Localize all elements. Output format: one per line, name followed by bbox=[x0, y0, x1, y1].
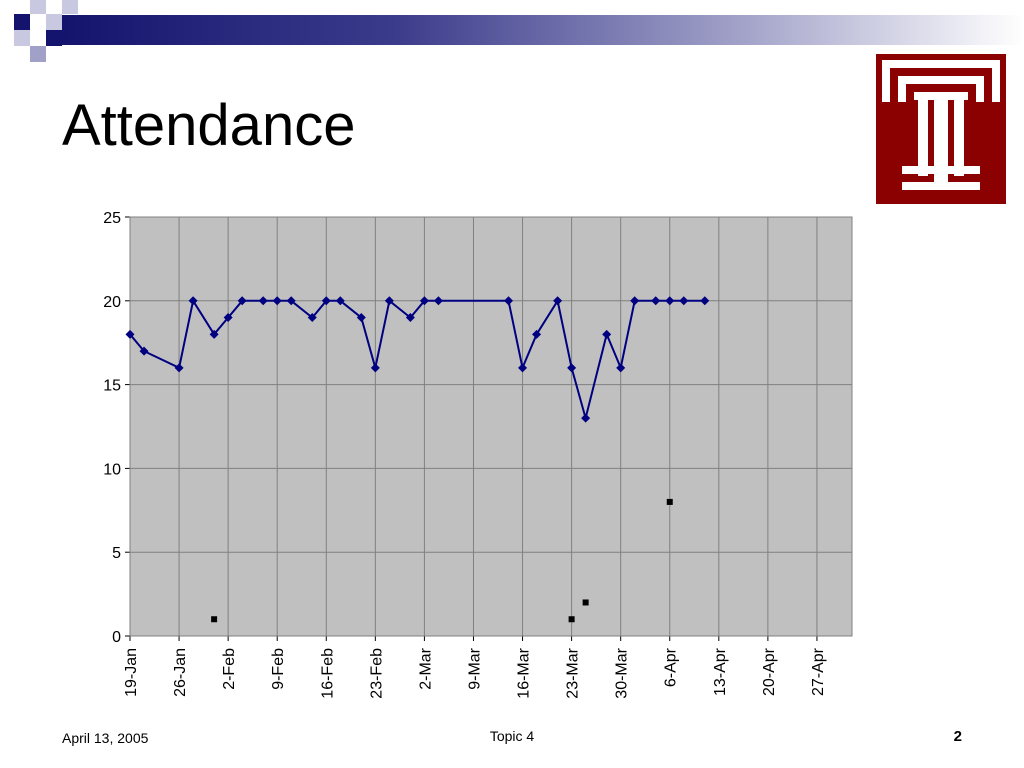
page-number: 2 bbox=[953, 728, 962, 745]
data-point-diamond bbox=[307, 313, 317, 323]
y-tick-label: 15 bbox=[103, 378, 121, 395]
data-point-diamond bbox=[125, 329, 135, 339]
data-point-diamond bbox=[700, 296, 710, 306]
data-point-diamond bbox=[321, 296, 331, 306]
data-point-square bbox=[568, 616, 575, 623]
y-tick-label: 20 bbox=[103, 294, 121, 311]
data-point-diamond bbox=[679, 296, 689, 306]
data-point-diamond bbox=[567, 363, 577, 373]
x-tick-label: 2-Feb bbox=[221, 648, 238, 690]
data-point-diamond bbox=[237, 296, 247, 306]
data-point-diamond bbox=[209, 329, 219, 339]
data-point-diamond bbox=[286, 296, 296, 306]
data-point-diamond bbox=[405, 313, 415, 323]
y-tick-label: 0 bbox=[112, 629, 121, 646]
data-point-square bbox=[582, 599, 589, 606]
data-point-diamond bbox=[651, 296, 661, 306]
data-point-diamond bbox=[223, 313, 233, 323]
data-point-diamond bbox=[433, 296, 443, 306]
data-point-diamond bbox=[272, 296, 282, 306]
x-tick-label: 16-Mar bbox=[516, 647, 533, 698]
x-tick-label: 27-Apr bbox=[810, 647, 827, 696]
temple-t-logo-icon bbox=[876, 54, 1006, 204]
data-point-diamond bbox=[139, 346, 149, 356]
data-point-diamond bbox=[581, 413, 591, 423]
x-tick-label: 16-Feb bbox=[319, 648, 336, 699]
data-point-diamond bbox=[188, 296, 198, 306]
x-tick-label: 23-Feb bbox=[368, 648, 385, 699]
x-tick-label: 9-Mar bbox=[466, 647, 483, 689]
series-line bbox=[129, 298, 705, 423]
data-point-diamond bbox=[532, 329, 542, 339]
data-point-diamond bbox=[174, 363, 184, 373]
footer-date: April 13, 2005 bbox=[62, 730, 149, 746]
plot-area bbox=[130, 217, 852, 636]
data-point-square bbox=[666, 498, 673, 505]
data-point-diamond bbox=[518, 363, 528, 373]
x-tick-label: 19-Jan bbox=[123, 648, 140, 697]
y-tick-label: 10 bbox=[103, 461, 121, 478]
data-point-square bbox=[211, 616, 218, 623]
y-tick-label: 25 bbox=[103, 210, 121, 227]
data-point-diamond bbox=[665, 296, 675, 306]
data-point-diamond bbox=[504, 296, 514, 306]
data-point-diamond bbox=[335, 296, 345, 306]
x-tick-label: 13-Apr bbox=[712, 647, 729, 696]
data-point-diamond bbox=[553, 296, 563, 306]
x-tick-label: 30-Mar bbox=[614, 647, 631, 698]
data-point-diamond bbox=[419, 296, 429, 306]
footer-topic: Topic 4 bbox=[489, 728, 535, 744]
data-point-diamond bbox=[370, 363, 380, 373]
x-tick-label: 26-Jan bbox=[172, 648, 189, 697]
x-tick-label: 9-Feb bbox=[270, 648, 287, 690]
plot-border bbox=[129, 216, 853, 637]
x-tick-label: 20-Apr bbox=[761, 647, 778, 696]
x-tick-label: 23-Mar bbox=[565, 647, 582, 698]
title-gradient-bar bbox=[62, 15, 1024, 45]
page-title: Attendance bbox=[62, 93, 356, 158]
data-point-diamond bbox=[356, 313, 366, 323]
x-tick-label: 6-Apr bbox=[663, 647, 680, 687]
x-tick-label: 2-Mar bbox=[417, 647, 434, 689]
attendance-chart: 0 5 10 15 20 25 19-Jan 26-Jan 2-Feb 9-Feb 16-Feb 23… bbox=[103, 210, 853, 699]
data-point-diamond bbox=[384, 296, 394, 306]
data-point-diamond bbox=[616, 363, 626, 373]
data-point-diamond bbox=[258, 296, 268, 306]
y-tick-label: 5 bbox=[112, 545, 121, 562]
data-point-diamond bbox=[602, 329, 612, 339]
decorative-squares bbox=[14, 0, 78, 62]
data-point-diamond bbox=[630, 296, 640, 306]
